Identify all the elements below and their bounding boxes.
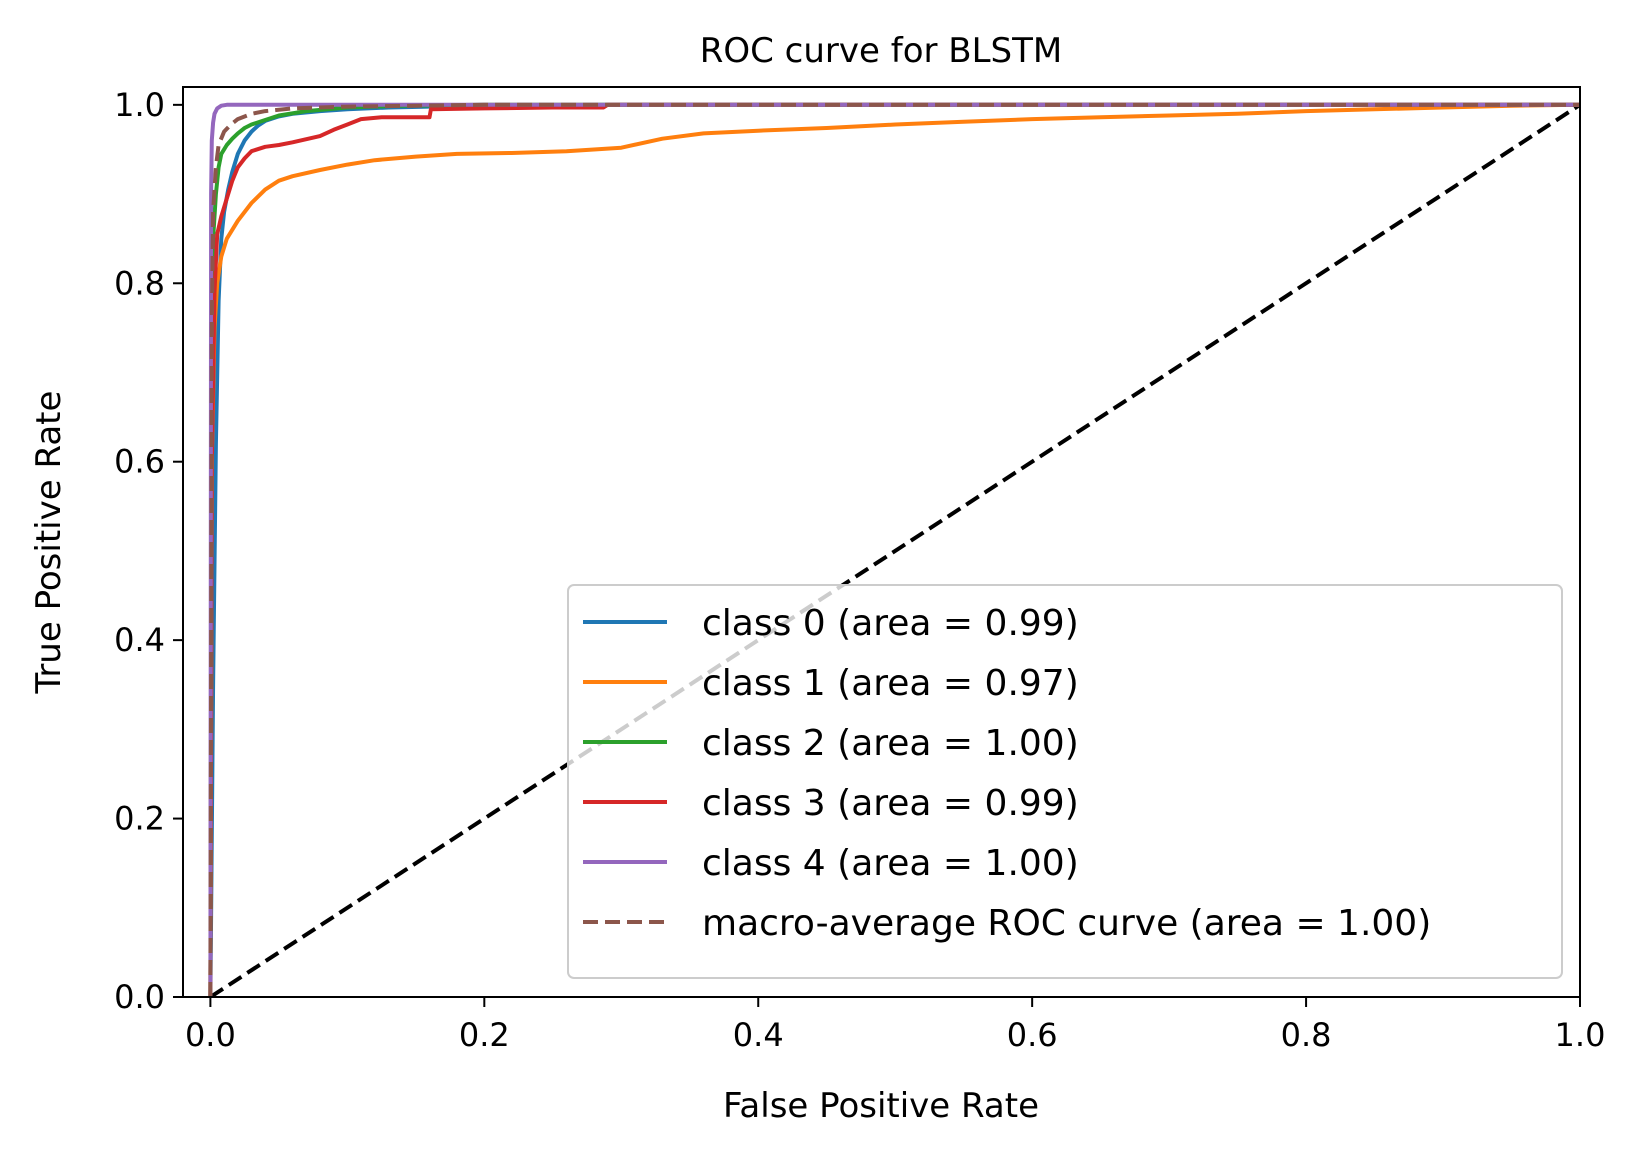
y-tick-label: 0.2	[114, 800, 165, 838]
series-line-3	[208, 102, 1580, 997]
x-tick-label: 0.0	[185, 1016, 236, 1054]
y-axis-ticks: 0.0 0.2 0.4 0.6 0.8 1.0	[114, 86, 183, 1016]
legend-frame	[567, 584, 1563, 979]
plot-frame	[182, 86, 1581, 998]
x-tick-label: 0.4	[733, 1016, 784, 1054]
chance-line	[209, 103, 1580, 997]
y-tick-label: 0.8	[114, 264, 165, 302]
x-tick-label: 0.8	[1281, 1016, 1332, 1054]
x-tick-label: 0.2	[459, 1016, 510, 1054]
chart-title: ROC curve for BLSTM	[700, 31, 1063, 71]
legend-label-2: class 2 (area = 1.00)	[702, 723, 1079, 764]
y-tick-label: 0.4	[114, 621, 165, 659]
y-tick-label: 0.6	[114, 443, 165, 481]
x-tick-label: 0.6	[1007, 1016, 1058, 1054]
x-axis-ticks: 0.0 0.2 0.4 0.6 0.8 1.0	[185, 997, 1605, 1054]
x-tick-label: 1.0	[1555, 1016, 1606, 1054]
legend-label-0: class 0 (area = 0.99)	[702, 603, 1079, 644]
y-axis-label: True Positive Rate	[29, 391, 69, 695]
plot-lines	[208, 102, 1580, 997]
x-axis-label: False Positive Rate	[723, 1086, 1039, 1126]
series-line-5	[208, 102, 1580, 997]
legend-label-3: class 3 (area = 0.99)	[702, 783, 1079, 824]
y-tick-label: 1.0	[114, 86, 165, 124]
series-line-1	[208, 102, 1580, 997]
y-tick-label: 0.0	[114, 978, 165, 1016]
legend-label-5: macro-average ROC curve (area = 1.00)	[702, 903, 1431, 944]
series-line-4	[208, 102, 1580, 997]
legend-label-4: class 4 (area = 1.00)	[702, 843, 1079, 884]
legend-label-1: class 1 (area = 0.97)	[702, 663, 1079, 704]
legend: class 0 (area = 0.99) class 1 (area = 0.9…	[567, 584, 1563, 979]
